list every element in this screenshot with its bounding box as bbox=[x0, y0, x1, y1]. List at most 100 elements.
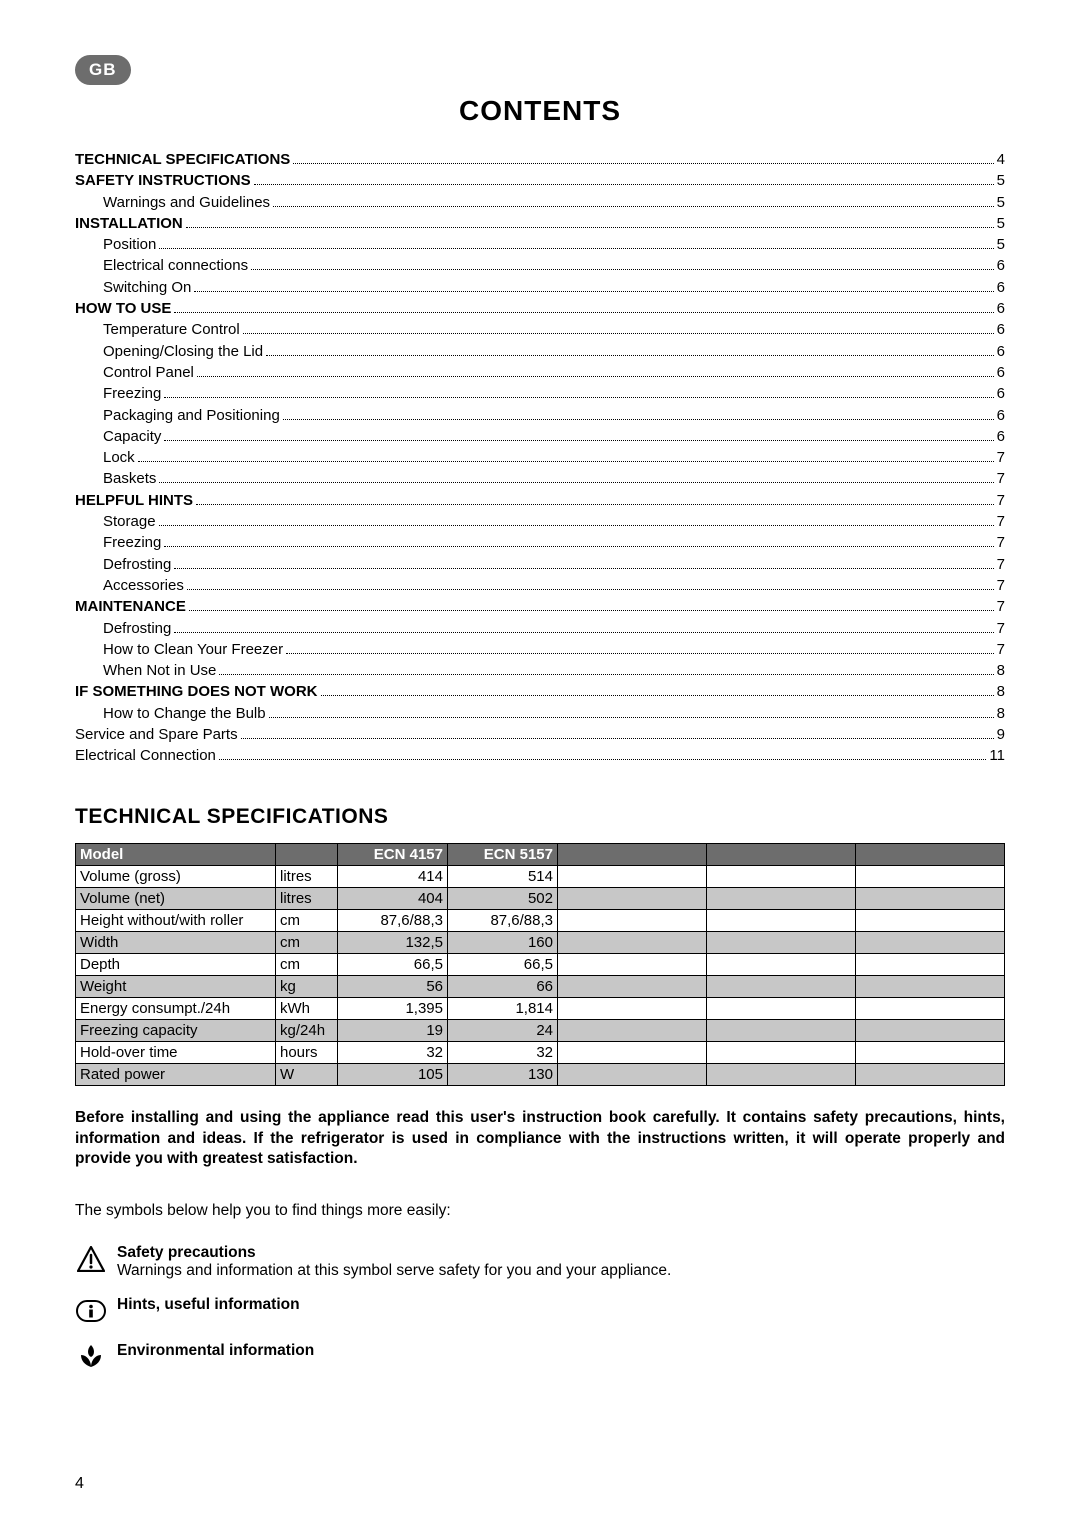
toc-row: How to Clean Your Freezer7 bbox=[75, 639, 1005, 660]
cell-val1: 87,6/88,3 bbox=[338, 909, 448, 931]
toc-row: INSTALLATION5 bbox=[75, 213, 1005, 234]
cell-empty bbox=[856, 1019, 1005, 1041]
toc-page: 7 bbox=[997, 575, 1005, 596]
toc-row: How to Change the Bulb 8 bbox=[75, 703, 1005, 724]
toc-label: Position bbox=[103, 234, 156, 255]
toc-row: Opening/Closing the Lid6 bbox=[75, 341, 1005, 362]
cell-empty bbox=[856, 997, 1005, 1019]
toc-row: Temperature Control6 bbox=[75, 319, 1005, 340]
toc-leader bbox=[286, 640, 994, 654]
toc-label: Capacity bbox=[103, 426, 161, 447]
cell-label: Freezing capacity bbox=[76, 1019, 276, 1041]
cell-val1: 132,5 bbox=[338, 931, 448, 953]
toc-leader bbox=[159, 470, 993, 484]
toc-page: 7 bbox=[997, 490, 1005, 511]
symbol-safety-title: Safety precautions bbox=[117, 1244, 671, 1262]
table-row: Rated powerW105130 bbox=[76, 1063, 1005, 1085]
toc-label: Packaging and Positioning bbox=[103, 405, 280, 426]
table-row: Hold-over timehours3232 bbox=[76, 1041, 1005, 1063]
toc-row: Lock7 bbox=[75, 447, 1005, 468]
cell-unit: kg/24h bbox=[276, 1019, 338, 1041]
toc-label: Switching On bbox=[103, 277, 191, 298]
toc-label: Freezing bbox=[103, 383, 161, 404]
toc-page: 7 bbox=[997, 596, 1005, 617]
toc-row: Warnings and Guidelines5 bbox=[75, 192, 1005, 213]
symbol-safety-text: Safety precautions Warnings and informat… bbox=[117, 1244, 671, 1280]
cell-val1: 105 bbox=[338, 1063, 448, 1085]
cell-empty bbox=[707, 1019, 856, 1041]
cell-val2: 66 bbox=[448, 975, 558, 997]
cell-empty bbox=[856, 865, 1005, 887]
toc-page: 5 bbox=[997, 234, 1005, 255]
cell-empty bbox=[856, 1063, 1005, 1085]
cell-label: Weight bbox=[76, 975, 276, 997]
header-col1: ECN 4157 bbox=[338, 843, 448, 865]
toc-leader bbox=[186, 214, 994, 228]
toc-leader bbox=[254, 172, 994, 186]
toc-page: 8 bbox=[997, 660, 1005, 681]
toc-leader bbox=[219, 662, 993, 676]
toc-label: Storage bbox=[103, 511, 156, 532]
table-row: Weightkg5666 bbox=[76, 975, 1005, 997]
toc-page: 8 bbox=[997, 703, 1005, 724]
toc-row: HOW TO USE6 bbox=[75, 298, 1005, 319]
toc-page: 7 bbox=[997, 511, 1005, 532]
table-of-contents: TECHNICAL SPECIFICATIONS4SAFETY INSTRUCT… bbox=[75, 149, 1005, 767]
cell-empty bbox=[856, 931, 1005, 953]
toc-leader bbox=[197, 363, 994, 377]
toc-label: Electrical connections bbox=[103, 255, 248, 276]
cell-empty bbox=[856, 1041, 1005, 1063]
table-row: Depthcm66,566,5 bbox=[76, 953, 1005, 975]
cell-val1: 1,395 bbox=[338, 997, 448, 1019]
symbol-env: Environmental information bbox=[75, 1342, 1005, 1372]
toc-row: Position 5 bbox=[75, 234, 1005, 255]
toc-leader bbox=[174, 555, 993, 569]
toc-page: 6 bbox=[997, 405, 1005, 426]
toc-label: Baskets bbox=[103, 468, 156, 489]
table-row: Energy consumpt./24hkWh1,3951,814 bbox=[76, 997, 1005, 1019]
toc-leader bbox=[164, 534, 993, 548]
toc-label: Opening/Closing the Lid bbox=[103, 341, 263, 362]
cell-unit: cm bbox=[276, 931, 338, 953]
cell-label: Volume (net) bbox=[76, 887, 276, 909]
spec-table: Model ECN 4157 ECN 5157 Volume (gross)li… bbox=[75, 843, 1005, 1086]
cell-label: Energy consumpt./24h bbox=[76, 997, 276, 1019]
toc-page: 8 bbox=[997, 681, 1005, 702]
header-empty2 bbox=[707, 843, 856, 865]
toc-label: When Not in Use bbox=[103, 660, 216, 681]
symbol-hints-text: Hints, useful information bbox=[117, 1296, 300, 1314]
toc-label: Defrosting bbox=[103, 618, 171, 639]
table-row: Volume (gross)litres414514 bbox=[76, 865, 1005, 887]
toc-row: Electrical Connection11 bbox=[75, 745, 1005, 766]
symbol-env-text: Environmental information bbox=[117, 1342, 314, 1360]
toc-row: Freezing6 bbox=[75, 383, 1005, 404]
cell-empty bbox=[707, 865, 856, 887]
symbol-env-title: Environmental information bbox=[117, 1342, 314, 1360]
toc-label: How to Change the Bulb bbox=[103, 703, 266, 724]
toc-label: INSTALLATION bbox=[75, 213, 183, 234]
cell-unit: kWh bbox=[276, 997, 338, 1019]
cell-val1: 414 bbox=[338, 865, 448, 887]
toc-leader bbox=[189, 598, 994, 612]
toc-row: When Not in Use 8 bbox=[75, 660, 1005, 681]
toc-page: 6 bbox=[997, 426, 1005, 447]
cell-val1: 66,5 bbox=[338, 953, 448, 975]
cell-empty bbox=[707, 953, 856, 975]
toc-row: Defrosting7 bbox=[75, 618, 1005, 639]
leaf-icon bbox=[75, 1342, 107, 1372]
toc-leader bbox=[138, 449, 994, 463]
symbol-hints-title: Hints, useful information bbox=[117, 1296, 300, 1314]
toc-row: Control Panel6 bbox=[75, 362, 1005, 383]
cell-val2: 24 bbox=[448, 1019, 558, 1041]
cell-val2: 160 bbox=[448, 931, 558, 953]
intro-paragraph: Before installing and using the applianc… bbox=[75, 1108, 1005, 1171]
cell-empty bbox=[558, 953, 707, 975]
toc-label: Defrosting bbox=[103, 554, 171, 575]
toc-row: Service and Spare Parts9 bbox=[75, 724, 1005, 745]
table-row: Height without/with rollercm87,6/88,387,… bbox=[76, 909, 1005, 931]
header-col2: ECN 5157 bbox=[448, 843, 558, 865]
cell-empty bbox=[856, 909, 1005, 931]
cell-empty bbox=[856, 887, 1005, 909]
cell-unit: litres bbox=[276, 865, 338, 887]
toc-leader bbox=[164, 427, 993, 441]
